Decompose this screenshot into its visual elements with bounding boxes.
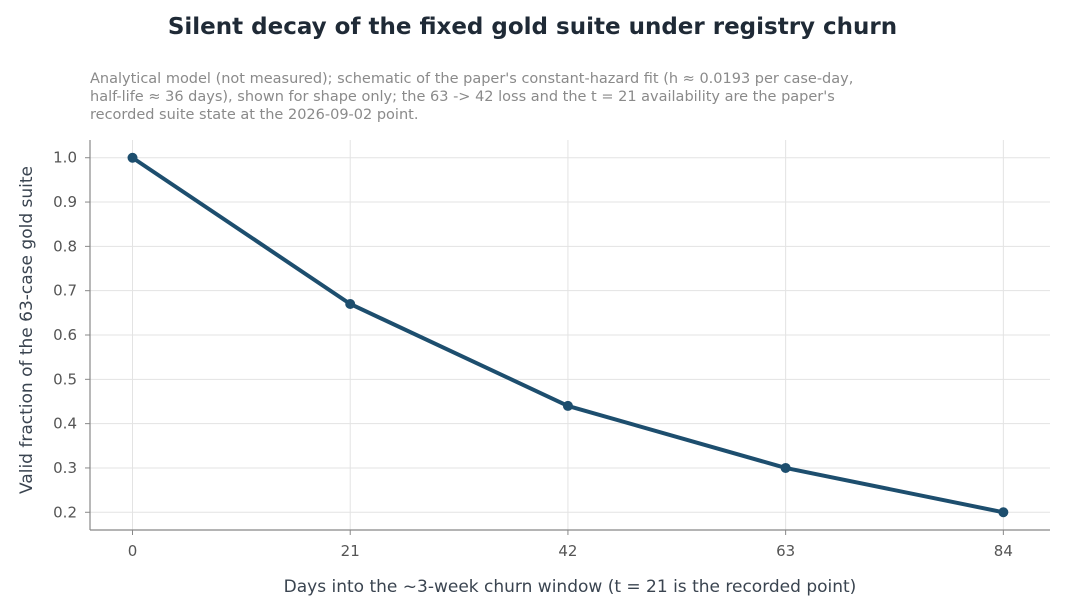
y-tick-label: 1.0 [53, 149, 77, 167]
x-tick-label: 42 [558, 542, 577, 560]
subtitle-line-1: Analytical model (not measured); schemat… [90, 71, 854, 87]
subtitle-line-2: half-life ≈ 36 days), shown for shape on… [90, 89, 835, 105]
x-tick-label: 63 [776, 542, 795, 560]
data-point [562, 400, 573, 411]
grid-lines [90, 140, 1050, 530]
x-tick-label: 21 [341, 542, 360, 560]
y-tick-label: 0.6 [53, 326, 77, 344]
x-axis-label: Days into the ~3-week churn window (t = … [284, 577, 857, 597]
y-tick-label: 0.7 [53, 282, 77, 300]
series-group [127, 152, 1009, 518]
chart-title: Silent decay of the fixed gold suite und… [167, 14, 898, 40]
y-tick-label: 0.8 [53, 237, 77, 255]
data-point [780, 462, 791, 473]
data-point [345, 298, 356, 309]
y-tick-label: 0.3 [53, 459, 77, 477]
x-tick-label: 0 [128, 542, 138, 560]
x-tick-label: 84 [994, 542, 1013, 560]
y-tick-label: 0.4 [53, 415, 77, 433]
data-point [127, 152, 138, 163]
data-point [998, 507, 1009, 518]
tick-labels: 0 21 42 63 84 0.2 0.3 0.4 0.5 0.6 0.7 0.8 0.9 1.0 [53, 149, 1013, 560]
y-tick-label: 0.2 [53, 503, 77, 521]
y-axis-label: Valid fraction of the 63-case gold suite [17, 166, 37, 494]
axes [85, 140, 1050, 535]
subtitle-line-3: recorded suite state at the 2026-09-02 p… [90, 107, 419, 123]
y-tick-label: 0.9 [53, 193, 77, 211]
y-tick-label: 0.5 [53, 370, 77, 388]
chart-subtitle: Analytical model (not measured); schemat… [90, 70, 890, 124]
